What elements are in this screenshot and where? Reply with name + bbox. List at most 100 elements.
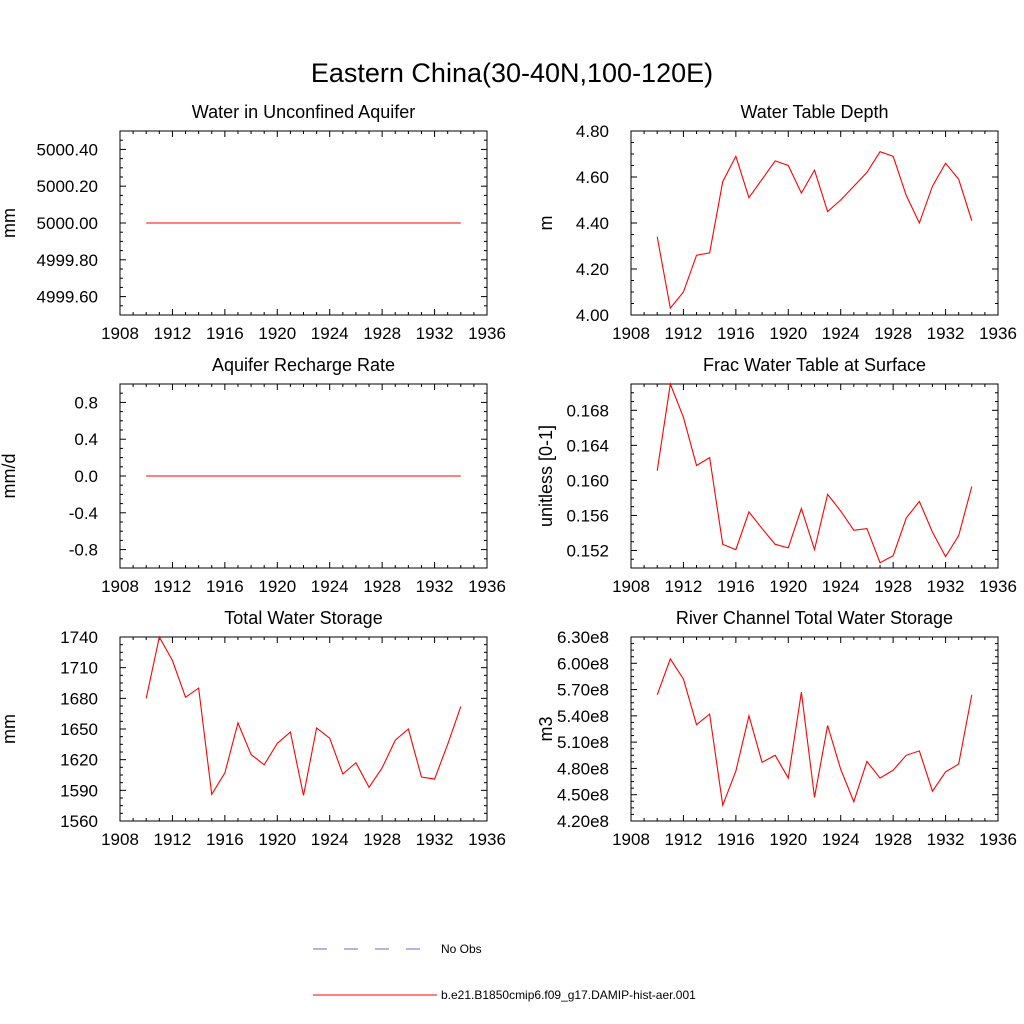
series-line: [656, 657, 973, 808]
x-tick-label: 1920: [769, 577, 807, 596]
x-tick-label: 1916: [206, 830, 244, 849]
x-tick-label: 1912: [154, 324, 192, 343]
y-tick-label: 5.70e8: [557, 681, 609, 700]
x-tick-label: 1932: [416, 830, 454, 849]
panel: Water Table Depth 1908 1912 1916 1920 1924 192…: [536, 102, 1017, 343]
x-tick-label: 1928: [363, 830, 401, 849]
x-tick-label: 1932: [416, 577, 454, 596]
y-axis-label: mm: [0, 714, 19, 744]
y-axis-label: m3: [536, 716, 556, 741]
x-tick-label: 1916: [717, 324, 755, 343]
x-tick-label: 1908: [612, 577, 650, 596]
y-tick-label: 5.40e8: [557, 707, 609, 726]
y-axis-label: unitless [0-1]: [536, 425, 556, 527]
x-tick-label: 1908: [612, 830, 650, 849]
y-tick-label: 4999.80: [37, 251, 98, 270]
x-tick-label: 1924: [311, 577, 349, 596]
y-axis-label: mm: [0, 208, 19, 238]
x-tick-label: 1928: [874, 830, 912, 849]
legend-label: No Obs: [441, 942, 482, 956]
x-tick-label: 1936: [468, 577, 506, 596]
y-tick-label: 4999.60: [37, 288, 98, 307]
x-tick-label: 1908: [101, 577, 139, 596]
y-tick-label: 1680: [60, 689, 98, 708]
y-tick-label: 1620: [60, 751, 98, 770]
y-tick-label: 0.0: [74, 467, 98, 486]
x-tick-label: 1936: [979, 577, 1017, 596]
x-tick-label: 1912: [665, 830, 703, 849]
x-tick-label: 1936: [979, 324, 1017, 343]
x-tick-label: 1932: [927, 830, 965, 849]
y-tick-label: 1560: [60, 812, 98, 831]
x-tick-label: 1916: [717, 830, 755, 849]
figure-title: Eastern China(30-40N,100-120E): [311, 58, 713, 88]
x-tick-label: 1924: [822, 324, 860, 343]
panel-title: Aquifer Recharge Rate: [212, 355, 395, 375]
y-tick-label: 0.152: [566, 541, 609, 560]
panel-title: Water in Unconfined Aquifer: [192, 102, 415, 122]
x-tick-label: 1908: [101, 830, 139, 849]
y-tick-label: 0.156: [566, 506, 609, 525]
y-tick-label: 5000.00: [37, 214, 98, 233]
y-tick-label: 6.00e8: [557, 654, 609, 673]
x-tick-label: 1932: [416, 324, 454, 343]
x-tick-label: 1916: [206, 577, 244, 596]
panel-title: Total Water Storage: [224, 608, 382, 628]
y-tick-label: 0.8: [74, 393, 98, 412]
legend: No Obs b.e21.B1850cmip6.f09_g17.DAMIP-his…: [313, 942, 696, 1002]
x-tick-label: 1920: [769, 324, 807, 343]
x-tick-label: 1920: [258, 830, 296, 849]
x-tick-label: 1924: [822, 577, 860, 596]
y-tick-label: 5.10e8: [557, 733, 609, 752]
x-tick-label: 1912: [665, 577, 703, 596]
y-axis-label: m: [536, 216, 556, 231]
legend-label: b.e21.B1850cmip6.f09_g17.DAMIP-hist-aer.…: [441, 988, 696, 1002]
y-tick-label: 4.40: [576, 214, 609, 233]
panels: Water in Unconfined Aquifer 1908 1912 1916 1…: [0, 102, 1017, 849]
y-tick-label: -0.8: [69, 541, 98, 560]
x-tick-label: 1912: [665, 324, 703, 343]
x-tick-label: 1920: [769, 830, 807, 849]
x-tick-label: 1908: [101, 324, 139, 343]
y-tick-label: 5000.20: [37, 177, 98, 196]
x-tick-label: 1912: [154, 830, 192, 849]
x-tick-label: 1928: [874, 577, 912, 596]
y-tick-label: 6.30e8: [557, 628, 609, 647]
y-tick-label: 4.20e8: [557, 812, 609, 831]
series-line: [656, 381, 973, 564]
panel-title: Water Table Depth: [740, 102, 888, 122]
panel: Water in Unconfined Aquifer 1908 1912 1916 1…: [0, 102, 506, 343]
panel: River Channel Total Water Storage 1908 191…: [536, 608, 1017, 849]
y-tick-label: 0.168: [566, 401, 609, 420]
panel-title: Frac Water Table at Surface: [703, 355, 926, 375]
x-tick-label: 1924: [822, 830, 860, 849]
y-tick-label: 1740: [60, 628, 98, 647]
y-tick-label: 4.80: [576, 122, 609, 141]
y-axis-label: mm/d: [0, 454, 19, 499]
x-tick-label: 1924: [311, 324, 349, 343]
y-tick-label: 0.164: [566, 436, 609, 455]
y-tick-label: 4.80e8: [557, 759, 609, 778]
y-tick-label: 4.60: [576, 168, 609, 187]
y-tick-label: 4.20: [576, 260, 609, 279]
plot-frame: [630, 383, 999, 569]
y-tick-label: 1590: [60, 781, 98, 800]
plot-frame: [630, 130, 999, 316]
x-tick-label: 1912: [154, 577, 192, 596]
y-tick-label: 0.4: [74, 430, 98, 449]
panel: Aquifer Recharge Rate 1908 1912 1916 1920 192…: [0, 355, 506, 596]
x-tick-label: 1916: [717, 577, 755, 596]
x-tick-label: 1916: [206, 324, 244, 343]
x-tick-label: 1936: [468, 830, 506, 849]
x-tick-label: 1936: [468, 324, 506, 343]
x-tick-label: 1924: [311, 830, 349, 849]
y-tick-label: 4.50e8: [557, 786, 609, 805]
series-line: [145, 635, 462, 797]
series-line: [656, 151, 973, 310]
y-tick-label: -0.4: [69, 504, 98, 523]
x-tick-label: 1932: [927, 577, 965, 596]
x-tick-label: 1908: [612, 324, 650, 343]
panel-title: River Channel Total Water Storage: [676, 608, 953, 628]
x-tick-label: 1936: [979, 830, 1017, 849]
